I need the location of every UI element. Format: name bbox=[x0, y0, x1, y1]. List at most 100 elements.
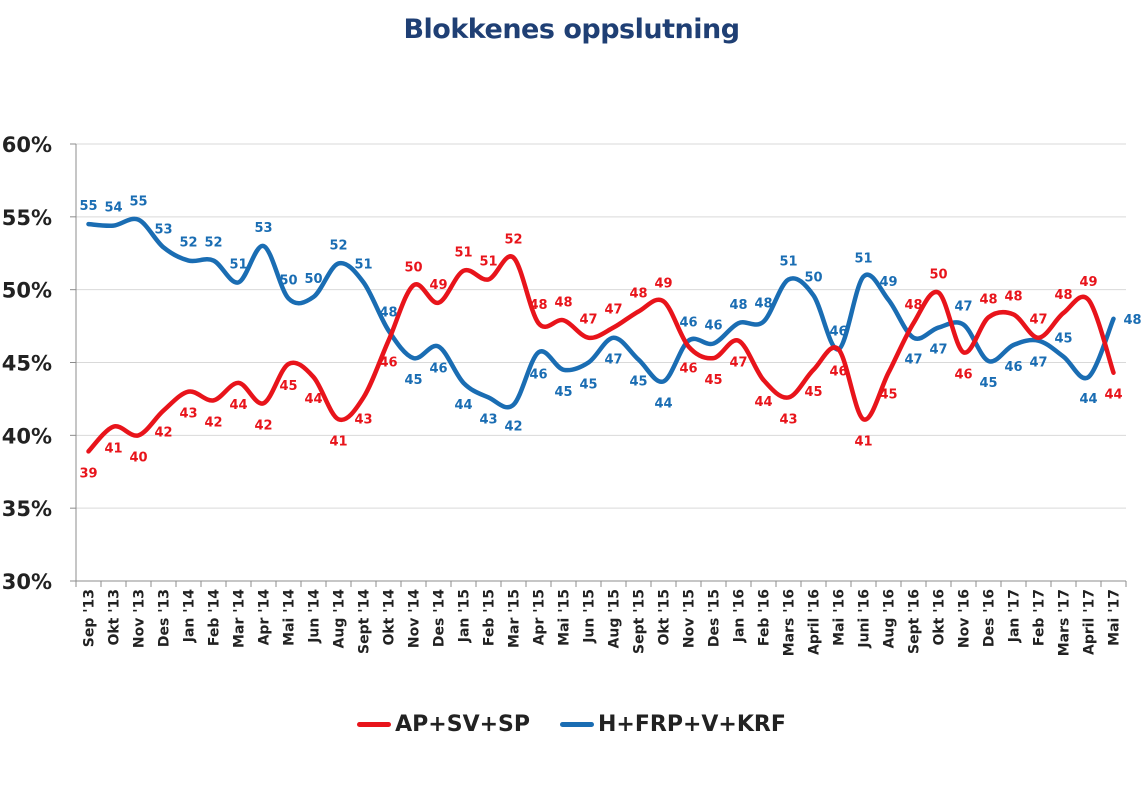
x-tick-label: Mai '17 bbox=[1107, 589, 1123, 646]
x-tick-label: Sept '16 bbox=[907, 589, 923, 654]
data-label-h-frp-v-krf: 45 bbox=[979, 376, 997, 391]
x-tick-label: Des '16 bbox=[982, 589, 998, 647]
data-label-ap-sv-sp: 51 bbox=[454, 246, 472, 261]
data-label-h-frp-v-krf: 48 bbox=[754, 297, 772, 312]
data-label-ap-sv-sp: 43 bbox=[354, 412, 372, 427]
data-label-ap-sv-sp: 48 bbox=[529, 298, 547, 313]
data-label-ap-sv-sp: 50 bbox=[404, 260, 422, 275]
data-label-ap-sv-sp: 46 bbox=[679, 361, 697, 376]
data-label-h-frp-v-krf: 46 bbox=[679, 316, 697, 331]
gridlines bbox=[76, 143, 1126, 509]
data-label-h-frp-v-krf: 52 bbox=[204, 236, 222, 251]
data-label-ap-sv-sp: 47 bbox=[729, 356, 747, 371]
data-label-ap-sv-sp: 48 bbox=[1054, 288, 1072, 303]
data-label-h-frp-v-krf: 46 bbox=[829, 324, 847, 339]
data-label-h-frp-v-krf: 47 bbox=[604, 353, 622, 368]
data-label-ap-sv-sp: 50 bbox=[929, 268, 947, 283]
data-label-h-frp-v-krf: 47 bbox=[904, 353, 922, 368]
data-label-h-frp-v-krf: 46 bbox=[429, 361, 447, 376]
x-tick-label: Des '15 bbox=[707, 589, 723, 647]
x-tick-label: Mai '15 bbox=[557, 589, 573, 646]
x-tick-label: Mar '14 bbox=[232, 589, 248, 648]
data-label-ap-sv-sp: 42 bbox=[204, 415, 222, 430]
x-tick-label: April '16 bbox=[807, 589, 823, 655]
data-label-ap-sv-sp: 43 bbox=[779, 412, 797, 427]
data-label-h-frp-v-krf: 44 bbox=[1079, 392, 1097, 407]
data-label-h-frp-v-krf: 49 bbox=[879, 275, 897, 290]
data-label-h-frp-v-krf: 47 bbox=[929, 343, 947, 358]
x-tick-label: Aug '14 bbox=[332, 589, 348, 649]
data-label-h-frp-v-krf: 50 bbox=[304, 272, 322, 287]
x-tick-label: Okt '14 bbox=[382, 589, 398, 646]
series-line-h-frp-v-krf bbox=[86, 216, 1116, 410]
x-tick-label: Jan '14 bbox=[182, 589, 198, 644]
data-labels: 39 41 40 42 43 42 44 42 45 44 41 43 46 50 49 51 51 52 48 48… bbox=[79, 195, 1141, 482]
data-label-ap-sv-sp: 44 bbox=[229, 398, 247, 413]
data-label-h-frp-v-krf: 45 bbox=[554, 385, 572, 400]
series-line-ap-sv-sp bbox=[86, 254, 1116, 454]
data-label-ap-sv-sp: 48 bbox=[629, 287, 647, 302]
legend-item-ap-sv-sp[interactable]: AP+SV+SP bbox=[357, 712, 530, 737]
y-axis-ticks: 30% 35% 40% 45% 50% 55% 60% bbox=[2, 133, 52, 594]
x-tick-label: Mars '17 bbox=[1057, 589, 1073, 656]
data-label-ap-sv-sp: 44 bbox=[304, 392, 322, 407]
axes bbox=[70, 143, 1127, 587]
data-label-ap-sv-sp: 51 bbox=[479, 254, 497, 269]
data-label-h-frp-v-krf: 43 bbox=[479, 412, 497, 427]
data-label-h-frp-v-krf: 47 bbox=[954, 300, 972, 315]
data-label-h-frp-v-krf: 44 bbox=[454, 398, 472, 413]
data-label-ap-sv-sp: 46 bbox=[829, 364, 847, 379]
x-tick-label: Apr '15 bbox=[532, 589, 548, 645]
legend-item-h-frp-v-krf[interactable]: H+FRP+V+KRF bbox=[560, 712, 786, 737]
x-tick-label: Okt '15 bbox=[657, 589, 673, 646]
data-label-h-frp-v-krf: 45 bbox=[1054, 332, 1072, 347]
y-tick-label: 55% bbox=[2, 206, 52, 230]
x-tick-label: Jan '17 bbox=[1007, 589, 1023, 643]
data-label-ap-sv-sp: 49 bbox=[1079, 275, 1097, 290]
data-label-ap-sv-sp: 43 bbox=[179, 407, 197, 422]
data-label-ap-sv-sp: 48 bbox=[1004, 289, 1022, 304]
chart-title: Blokkenes oppslutning bbox=[403, 14, 740, 45]
data-label-h-frp-v-krf: 46 bbox=[1004, 360, 1022, 375]
data-label-h-frp-v-krf: 51 bbox=[229, 257, 247, 272]
data-label-ap-sv-sp: 44 bbox=[1104, 388, 1122, 403]
data-label-ap-sv-sp: 39 bbox=[79, 466, 97, 481]
data-label-h-frp-v-krf: 52 bbox=[179, 236, 197, 251]
data-label-ap-sv-sp: 40 bbox=[129, 450, 147, 465]
x-tick-label: Feb '16 bbox=[757, 589, 773, 646]
data-label-h-frp-v-krf: 51 bbox=[354, 257, 372, 272]
data-label-h-frp-v-krf: 51 bbox=[779, 254, 797, 269]
data-label-ap-sv-sp: 52 bbox=[504, 233, 522, 248]
data-label-ap-sv-sp: 48 bbox=[979, 292, 997, 307]
data-label-h-frp-v-krf: 48 bbox=[1124, 313, 1142, 328]
x-axis-ticks: Sep '13 Okt '13 Nov '13 Des '13 Jan '14 Feb '… bbox=[82, 589, 1123, 657]
legend: AP+SV+SP H+FRP+V+KRF bbox=[0, 712, 1143, 737]
data-label-h-frp-v-krf: 46 bbox=[529, 367, 547, 382]
data-label-ap-sv-sp: 42 bbox=[154, 426, 172, 441]
x-tick-label: Aug '15 bbox=[607, 589, 623, 648]
data-label-h-frp-v-krf: 47 bbox=[1029, 356, 1047, 371]
data-label-h-frp-v-krf: 45 bbox=[579, 378, 597, 393]
x-tick-label: Sept '15 bbox=[632, 589, 648, 654]
data-label-ap-sv-sp: 44 bbox=[754, 395, 772, 410]
data-label-h-frp-v-krf: 50 bbox=[279, 273, 297, 288]
x-tick-label: Feb '14 bbox=[207, 589, 223, 646]
y-tick-label: 60% bbox=[2, 133, 52, 157]
x-tick-label: Nov '13 bbox=[132, 589, 148, 648]
data-label-ap-sv-sp: 49 bbox=[654, 276, 672, 291]
y-tick-label: 30% bbox=[2, 570, 52, 594]
data-label-ap-sv-sp: 47 bbox=[604, 303, 622, 318]
x-tick-label: Jun '15 bbox=[582, 589, 598, 644]
data-label-ap-sv-sp: 46 bbox=[379, 356, 397, 371]
data-label-h-frp-v-krf: 48 bbox=[379, 305, 397, 320]
data-label-h-frp-v-krf: 51 bbox=[854, 252, 872, 267]
x-tick-label: Sept '14 bbox=[357, 589, 373, 654]
series-lines bbox=[86, 216, 1116, 454]
x-tick-label: Mars '16 bbox=[782, 589, 798, 656]
data-label-h-frp-v-krf: 42 bbox=[504, 420, 522, 435]
x-tick-label: April '17 bbox=[1082, 589, 1098, 655]
data-label-h-frp-v-krf: 53 bbox=[254, 221, 272, 236]
legend-label: H+FRP+V+KRF bbox=[598, 712, 786, 737]
data-label-ap-sv-sp: 45 bbox=[704, 373, 722, 388]
data-label-ap-sv-sp: 47 bbox=[579, 313, 597, 328]
